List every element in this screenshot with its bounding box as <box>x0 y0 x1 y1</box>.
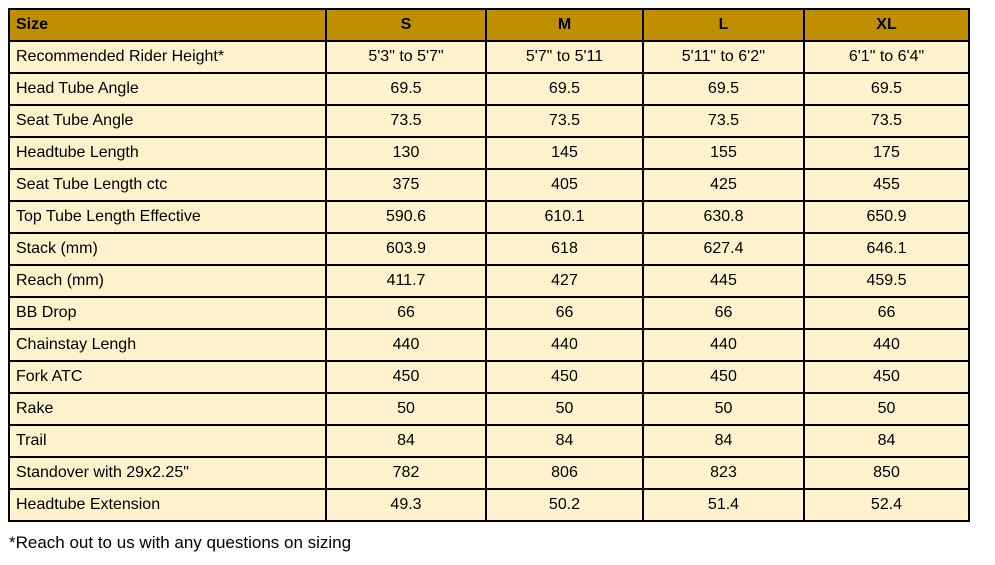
row-label: Seat Tube Length ctc <box>8 168 327 202</box>
row-value: 450 <box>803 360 970 394</box>
row-value: 50 <box>803 392 970 426</box>
row-value: 455 <box>803 168 970 202</box>
table-row: Fork ATC 450 450 450 450 <box>8 360 970 394</box>
row-value: 440 <box>642 328 805 362</box>
row-value: 610.1 <box>485 200 644 234</box>
table-row: Rake 50 50 50 50 <box>8 392 970 426</box>
row-value: 590.6 <box>325 200 487 234</box>
row-label: Recommended Rider Height* <box>8 40 327 74</box>
row-value: 50 <box>642 392 805 426</box>
row-value: 155 <box>642 136 805 170</box>
row-label: Standover with 29x2.25" <box>8 456 327 490</box>
row-value: 145 <box>485 136 644 170</box>
row-label: Reach (mm) <box>8 264 327 298</box>
row-value: 440 <box>325 328 487 362</box>
row-value: 459.5 <box>803 264 970 298</box>
row-value: 450 <box>642 360 805 394</box>
header-col-l: L <box>642 8 805 42</box>
sizing-table-container: Size S M L XL Recommended Rider Height* 5… <box>8 8 970 552</box>
row-value: 130 <box>325 136 487 170</box>
row-label: Chainstay Lengh <box>8 328 327 362</box>
row-value: 73.5 <box>485 104 644 138</box>
row-value: 603.9 <box>325 232 487 266</box>
sizing-footnote: *Reach out to us with any questions on s… <box>9 533 352 552</box>
table-row: Headtube Extension 49.3 50.2 51.4 52.4 <box>8 488 970 522</box>
row-value: 73.5 <box>325 104 487 138</box>
row-label: Headtube Length <box>8 136 327 170</box>
row-value: 630.8 <box>642 200 805 234</box>
row-value: 411.7 <box>325 264 487 298</box>
row-label: Seat Tube Angle <box>8 104 327 138</box>
table-row: Stack (mm) 603.9 618 627.4 646.1 <box>8 232 970 266</box>
table-row: Headtube Length 130 145 155 175 <box>8 136 970 170</box>
row-label: Stack (mm) <box>8 232 327 266</box>
bike-geometry-table: Size S M L XL Recommended Rider Height* 5… <box>8 8 970 522</box>
header-col-s: S <box>325 8 487 42</box>
row-label: Headtube Extension <box>8 488 327 522</box>
table-row: Trail 84 84 84 84 <box>8 424 970 458</box>
row-value: 52.4 <box>803 488 970 522</box>
row-label: Fork ATC <box>8 360 327 394</box>
table-row: BB Drop 66 66 66 66 <box>8 296 970 330</box>
row-value: 427 <box>485 264 644 298</box>
row-value: 450 <box>325 360 487 394</box>
row-value: 5'3" to 5'7" <box>325 40 487 74</box>
row-value: 806 <box>485 456 644 490</box>
row-label: Rake <box>8 392 327 426</box>
row-label: Trail <box>8 424 327 458</box>
table-row: Seat Tube Angle 73.5 73.5 73.5 73.5 <box>8 104 970 138</box>
row-value: 450 <box>485 360 644 394</box>
row-value: 782 <box>325 456 487 490</box>
row-value: 618 <box>485 232 644 266</box>
row-value: 69.5 <box>325 72 487 106</box>
row-value: 823 <box>642 456 805 490</box>
row-value: 73.5 <box>803 104 970 138</box>
row-value: 73.5 <box>642 104 805 138</box>
row-value: 50.2 <box>485 488 644 522</box>
header-col-xl: XL <box>803 8 970 42</box>
row-value: 425 <box>642 168 805 202</box>
row-value: 84 <box>642 424 805 458</box>
row-label: Head Tube Angle <box>8 72 327 106</box>
row-value: 51.4 <box>642 488 805 522</box>
row-value: 50 <box>325 392 487 426</box>
row-value: 405 <box>485 168 644 202</box>
table-row: Standover with 29x2.25" 782 806 823 850 <box>8 456 970 490</box>
row-value: 5'11" to 6'2'' <box>642 40 805 74</box>
row-value: 175 <box>803 136 970 170</box>
row-value: 646.1 <box>803 232 970 266</box>
row-value: 50 <box>485 392 644 426</box>
row-label: BB Drop <box>8 296 327 330</box>
row-value: 5'7" to 5'11 <box>485 40 644 74</box>
row-value: 69.5 <box>803 72 970 106</box>
table-row: Top Tube Length Effective 590.6 610.1 630.8… <box>8 200 970 234</box>
row-value: 69.5 <box>485 72 644 106</box>
header-size-label: Size <box>8 8 327 42</box>
table-row: Recommended Rider Height* 5'3" to 5'7" 5'7… <box>8 40 970 74</box>
row-value: 445 <box>642 264 805 298</box>
row-value: 650.9 <box>803 200 970 234</box>
row-value: 84 <box>325 424 487 458</box>
row-value: 84 <box>803 424 970 458</box>
header-col-m: M <box>485 8 644 42</box>
row-value: 49.3 <box>325 488 487 522</box>
row-value: 375 <box>325 168 487 202</box>
row-label: Top Tube Length Effective <box>8 200 327 234</box>
table-row: Seat Tube Length ctc 375 405 425 455 <box>8 168 970 202</box>
row-value: 440 <box>803 328 970 362</box>
row-value: 66 <box>485 296 644 330</box>
header-row: Size S M L XL <box>8 8 970 42</box>
row-value: 66 <box>325 296 487 330</box>
row-value: 440 <box>485 328 644 362</box>
row-value: 84 <box>485 424 644 458</box>
row-value: 6'1" to 6'4" <box>803 40 970 74</box>
row-value: 627.4 <box>642 232 805 266</box>
table-row: Head Tube Angle 69.5 69.5 69.5 69.5 <box>8 72 970 106</box>
row-value: 69.5 <box>642 72 805 106</box>
row-value: 66 <box>803 296 970 330</box>
row-value: 850 <box>803 456 970 490</box>
row-value: 66 <box>642 296 805 330</box>
table-row: Reach (mm) 411.7 427 445 459.5 <box>8 264 970 298</box>
table-row: Chainstay Lengh 440 440 440 440 <box>8 328 970 362</box>
